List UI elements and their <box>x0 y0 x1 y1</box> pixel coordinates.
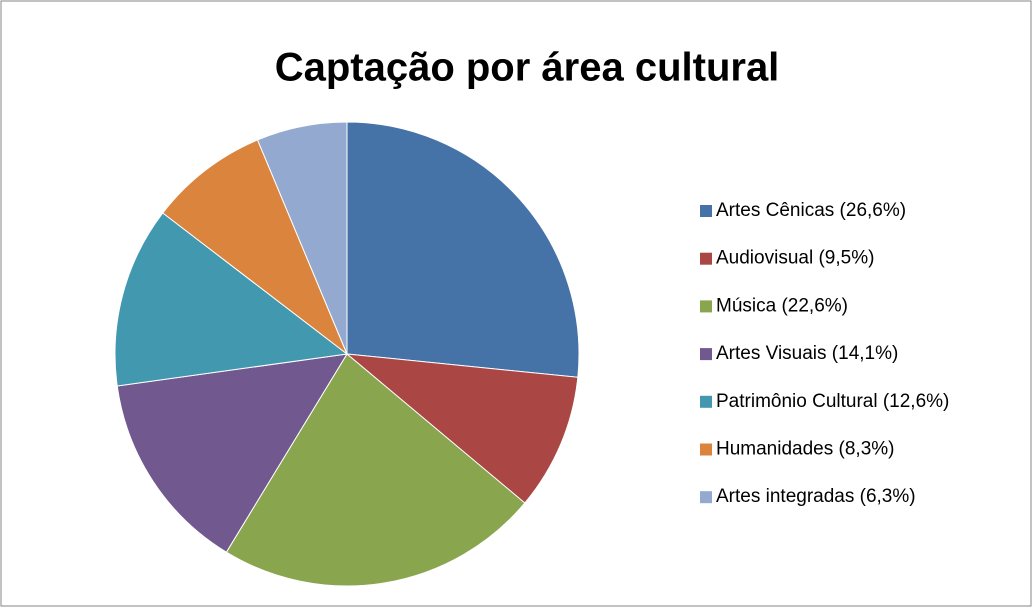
chart-title: Captação por área cultural <box>275 46 780 90</box>
legend-swatch <box>700 252 712 265</box>
pie-slice <box>162 139 349 356</box>
legend-swatch <box>700 348 712 361</box>
legend-label: Artes Cênicas (26,6%) <box>716 200 906 221</box>
legend-swatch <box>700 491 712 504</box>
legend-swatch <box>700 300 712 313</box>
pie-slice <box>116 353 348 553</box>
legend-swatch <box>700 395 712 408</box>
legend-label: Artes Visuais (14,1%) <box>716 343 898 364</box>
pie-slice <box>225 353 526 587</box>
pie-slice <box>345 353 579 504</box>
legend-swatch <box>700 205 712 217</box>
pie-slice <box>256 121 348 355</box>
legend-label: Artes integradas (6,3%) <box>716 486 916 507</box>
legend-swatch <box>700 443 712 456</box>
legend-label: Audiovisual (9,5%) <box>716 248 874 269</box>
legend-label: Patrimônio Cultural (12,6%) <box>716 391 949 412</box>
pie-slice <box>346 121 580 378</box>
legend-label: Música (22,6%) <box>716 295 848 316</box>
legend-label: Humanidades (8,3%) <box>716 439 894 460</box>
pie-slice <box>114 212 349 387</box>
